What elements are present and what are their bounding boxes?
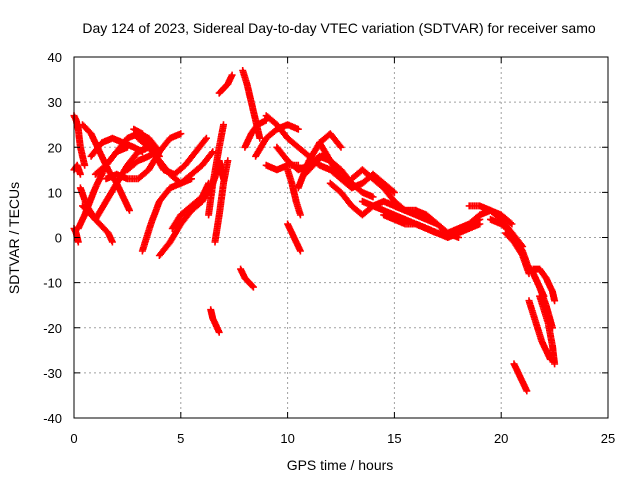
axis-ticks: 0 5 10 15 20 25 -40 -30 -20 -10 0 10 20 30 40: [43, 50, 615, 446]
data-points: [70, 67, 559, 395]
x-tick-label: 0: [70, 431, 77, 446]
data-marks-arc-23: [237, 265, 257, 291]
series-arc-6: [79, 202, 116, 246]
y-tick-label: -40: [43, 411, 62, 426]
x-tick-label: 15: [387, 431, 401, 446]
x-axis-label: GPS time / hours: [287, 457, 394, 473]
data-marks-arc-33: [316, 139, 398, 196]
data-marks-arc-49: [527, 265, 548, 300]
data-marks-arc-16: [168, 179, 213, 232]
data-marks-arc-21: [207, 306, 223, 336]
y-tick-label: 0: [55, 231, 62, 246]
data-marks-arc-47: [536, 292, 559, 368]
y-tick-label: -10: [43, 276, 62, 291]
chart-title: Day 124 of 2023, Sidereal Day-to-day VTE…: [82, 20, 595, 36]
data-marks-arc-19: [215, 71, 236, 97]
data-marks-arc-17: [205, 121, 227, 219]
data-marks-arc-20: [215, 157, 227, 183]
data-marks-arc-45: [525, 297, 554, 363]
series-arc-33: [316, 139, 398, 196]
y-tick-label: 10: [48, 185, 62, 200]
y-tick-label: 40: [48, 50, 62, 65]
x-tick-label: 25: [601, 431, 615, 446]
x-tick-label: 5: [177, 431, 184, 446]
series-arc-21: [207, 306, 223, 336]
series-arc-44: [510, 360, 531, 395]
y-tick-label: 30: [48, 95, 62, 110]
series-arc-19: [215, 71, 236, 97]
data-marks-arc-43: [502, 229, 533, 278]
grid-lines: [74, 57, 608, 418]
series-arc-14: [134, 134, 217, 187]
data-marks-arc-30: [284, 220, 304, 255]
y-tick-label: 20: [48, 140, 62, 155]
data-marks-arc-8: [79, 121, 133, 214]
series-arc-43: [502, 229, 533, 278]
series-arc-49: [527, 265, 548, 300]
data-marks-arc-6: [79, 202, 116, 246]
y-axis-label: SDTVAR / TECUs: [6, 182, 22, 294]
data-marks-arc-44: [510, 360, 531, 395]
series-arc-24: [241, 116, 270, 151]
series-arc-30: [284, 220, 304, 255]
data-marks-arc-14: [134, 134, 217, 187]
series-arc-1: [70, 112, 89, 169]
series-arc-8: [79, 121, 133, 214]
y-tick-label: -20: [43, 321, 62, 336]
series-arc-16: [168, 179, 213, 232]
data-marks-arc-1: [70, 112, 89, 169]
data-marks-arc-29: [284, 166, 304, 219]
series-arc-29: [284, 166, 304, 219]
series-arc-45: [525, 297, 554, 363]
x-tick-label: 10: [280, 431, 294, 446]
y-tick-label: -30: [43, 366, 62, 381]
series-arc-23: [237, 265, 257, 291]
series-arc-47: [536, 292, 559, 368]
data-marks-arc-24: [241, 116, 270, 151]
series-arc-17: [205, 121, 227, 219]
x-tick-label: 20: [494, 431, 508, 446]
series-arc-20: [215, 157, 227, 183]
